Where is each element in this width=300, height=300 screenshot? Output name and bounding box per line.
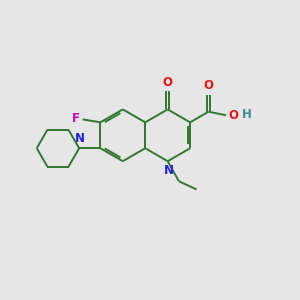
- Text: H: H: [242, 108, 251, 121]
- Text: O: O: [163, 76, 173, 89]
- Text: O: O: [203, 79, 214, 92]
- Text: N: N: [75, 132, 85, 145]
- Text: N: N: [164, 164, 174, 176]
- Text: F: F: [72, 112, 80, 125]
- Text: O: O: [229, 109, 238, 122]
